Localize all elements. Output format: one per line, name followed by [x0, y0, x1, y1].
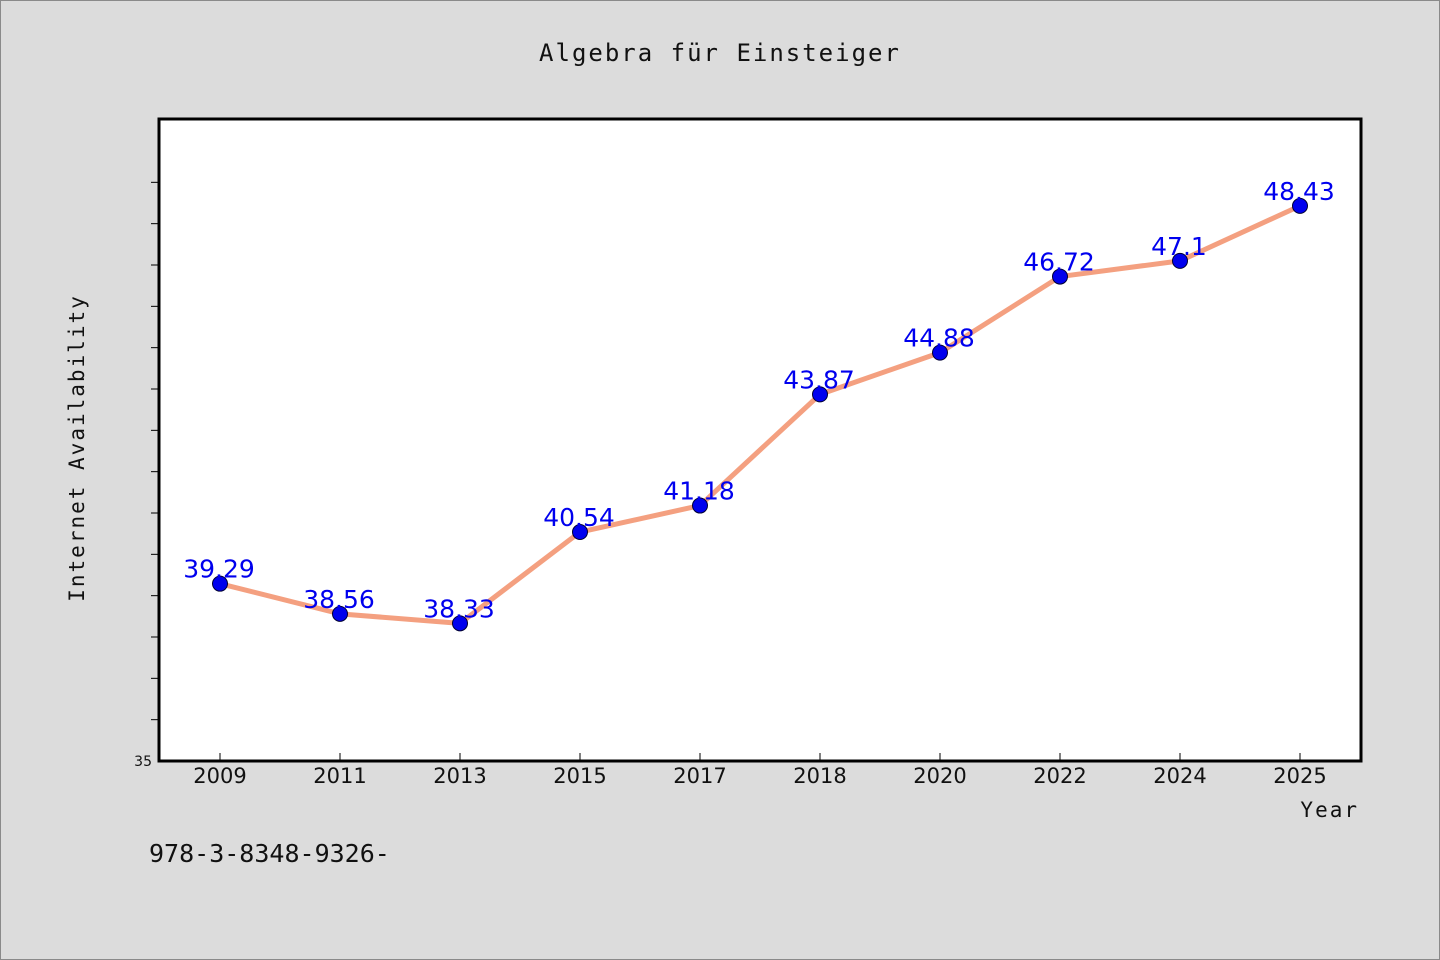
data-point — [812, 386, 828, 403]
x-axis-ticks — [219, 753, 1301, 761]
x-tick-labels: 2009 2011 2013 2015 2017 2018 2020 2022 2024 2025 — [193, 764, 1326, 788]
data-point — [692, 497, 708, 514]
x-tick-label: 2013 — [433, 764, 486, 788]
chart-title: Algebra für Einsteiger — [539, 39, 901, 67]
data-labels: 39.29 38.56 38.33 40.54 41.18 43.87 44.88 46.72… — [183, 177, 1335, 623]
footnote-isbn: 978-3-8348-9326- — [149, 839, 390, 868]
x-tick-label: 2020 — [913, 764, 966, 788]
series-group — [212, 197, 1308, 632]
data-point — [1052, 268, 1068, 285]
x-tick-label: 2011 — [313, 764, 366, 788]
data-point — [932, 344, 948, 361]
y-tick-label-min: 35 — [134, 754, 152, 770]
x-axis-label: Year — [1300, 798, 1359, 822]
x-tick-label: 2022 — [1033, 764, 1086, 788]
data-label: 41.18 — [663, 477, 735, 506]
data-point — [1172, 252, 1188, 269]
data-point — [212, 575, 228, 592]
data-label: 38.56 — [303, 585, 375, 614]
data-point — [572, 524, 588, 541]
data-label: 47.1 — [1151, 232, 1207, 261]
x-tick-label: 2025 — [1273, 764, 1326, 788]
data-label: 46.72 — [1023, 248, 1095, 277]
y-axis-label: Internet Availability — [65, 294, 89, 602]
data-label: 40.54 — [543, 503, 615, 532]
x-tick-label: 2017 — [673, 764, 726, 788]
x-tick-label: 2015 — [553, 764, 606, 788]
data-label: 44.88 — [903, 324, 975, 353]
data-point — [452, 615, 468, 632]
y-axis-ticks — [151, 181, 159, 721]
data-label: 39.29 — [183, 555, 255, 584]
x-tick-label: 2018 — [793, 764, 846, 788]
data-point — [332, 605, 348, 622]
data-label: 43.87 — [783, 365, 855, 394]
series-line — [217, 203, 1303, 626]
plot-area — [157, 117, 1363, 763]
data-point — [1292, 197, 1308, 214]
data-label: 48.43 — [1263, 177, 1335, 206]
x-tick-label: 2024 — [1153, 764, 1206, 788]
data-label: 38.33 — [423, 594, 495, 623]
x-tick-label: 2009 — [193, 764, 246, 788]
